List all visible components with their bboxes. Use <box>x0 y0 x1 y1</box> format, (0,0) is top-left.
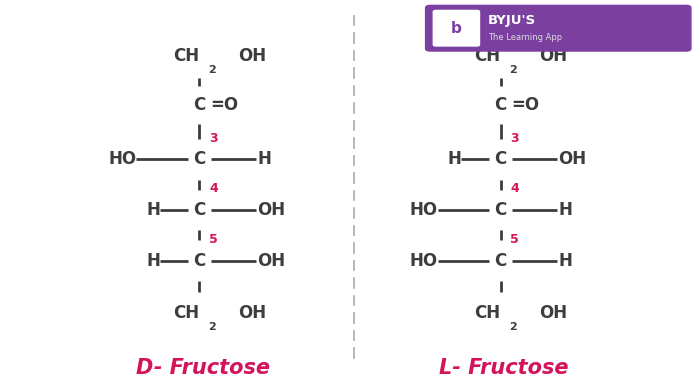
Text: 2: 2 <box>509 65 517 75</box>
Text: C: C <box>193 96 206 114</box>
Text: CH: CH <box>173 304 199 322</box>
Text: CH: CH <box>474 47 500 65</box>
Text: OH: OH <box>539 304 567 322</box>
FancyBboxPatch shape <box>425 5 692 52</box>
Text: 2: 2 <box>208 322 216 332</box>
Text: =O: =O <box>511 96 539 114</box>
Text: H: H <box>559 201 573 219</box>
Text: OH: OH <box>539 47 567 65</box>
Text: =O: =O <box>210 96 238 114</box>
Text: 5: 5 <box>510 233 519 246</box>
Text: HO: HO <box>108 151 136 168</box>
Text: 3: 3 <box>209 132 218 145</box>
Text: OH: OH <box>238 47 266 65</box>
Text: CH: CH <box>474 304 500 322</box>
Text: H: H <box>447 151 461 168</box>
Text: The Learning App: The Learning App <box>488 33 562 42</box>
Text: H: H <box>258 151 272 168</box>
Text: 4: 4 <box>209 182 218 195</box>
Text: C: C <box>494 151 507 168</box>
Text: HO: HO <box>410 201 438 219</box>
Text: 2: 2 <box>509 322 517 332</box>
Text: CH: CH <box>173 47 199 65</box>
Text: D- Fructose: D- Fructose <box>136 357 270 378</box>
Text: OH: OH <box>559 151 587 168</box>
Text: OH: OH <box>258 201 286 219</box>
Text: H: H <box>146 201 160 219</box>
Text: OH: OH <box>238 304 266 322</box>
Text: OH: OH <box>258 252 286 270</box>
Text: C: C <box>193 252 206 270</box>
Text: b: b <box>451 21 462 36</box>
Text: 5: 5 <box>209 233 218 246</box>
Text: L- Fructose: L- Fructose <box>440 357 568 378</box>
FancyBboxPatch shape <box>433 10 480 47</box>
Text: 4: 4 <box>510 182 519 195</box>
Text: 2: 2 <box>208 65 216 75</box>
Text: HO: HO <box>410 252 438 270</box>
Text: 3: 3 <box>510 132 519 145</box>
Text: C: C <box>494 201 507 219</box>
Text: H: H <box>559 252 573 270</box>
Text: C: C <box>193 151 206 168</box>
Text: H: H <box>146 252 160 270</box>
Text: C: C <box>193 201 206 219</box>
Text: C: C <box>494 252 507 270</box>
Text: BYJU'S: BYJU'S <box>488 14 536 27</box>
Text: C: C <box>494 96 507 114</box>
